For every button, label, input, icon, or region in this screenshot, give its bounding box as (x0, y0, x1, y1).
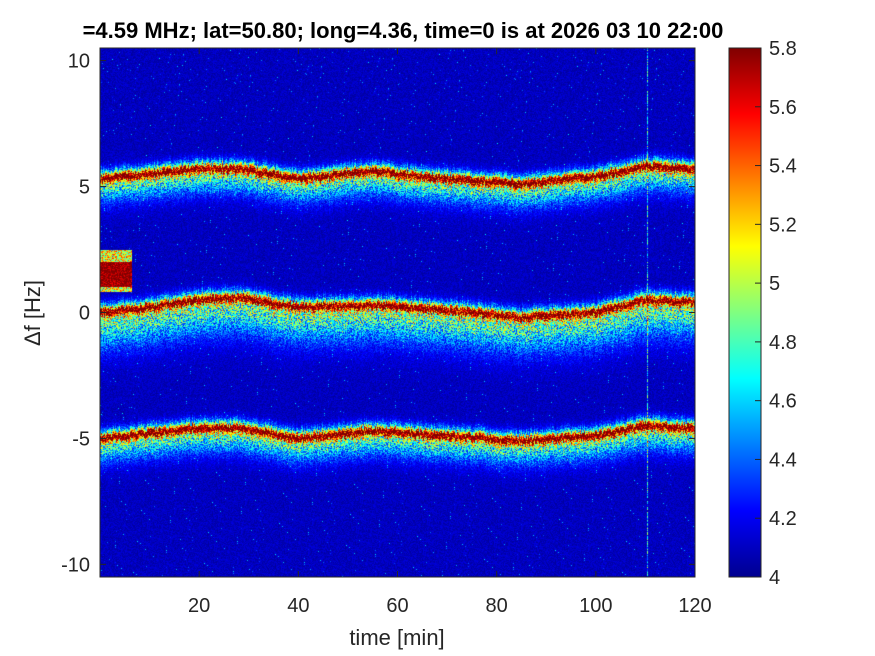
x-tick-label-0: 20 (188, 595, 210, 617)
y-tick-label-3: -5 (72, 428, 90, 450)
colorbar-gradient (728, 47, 762, 578)
colorbar-tick-label-1: 5.6 (769, 97, 797, 119)
x-tick-label-1: 40 (287, 595, 309, 617)
chart-title: =4.59 MHz; lat=50.80; long=4.36, time=0 … (83, 18, 724, 43)
y-tick-label-0: 10 (68, 51, 90, 73)
x-axis-ticks: 20 40 60 80 100 120 (188, 48, 712, 617)
colorbar-tick-label-4: 5 (769, 273, 780, 295)
colorbar-tick-label-6: 4.6 (769, 391, 797, 413)
colorbar-ticks: 5.8 5.6 5.4 5.2 5 4.8 4.6 4.4 4.2 4 (755, 38, 797, 589)
y-tick-label-1: 5 (79, 177, 90, 199)
y-tick-label-2: 0 (79, 303, 90, 325)
colorbar-tick-label-8: 4.2 (769, 508, 797, 530)
x-tick-label-3: 80 (486, 595, 508, 617)
x-tick-label-2: 60 (386, 595, 408, 617)
y-axis-label: Δf [Hz] (20, 280, 45, 346)
x-axis-label: time [min] (349, 625, 444, 650)
colorbar-tick-label-9: 4 (769, 567, 780, 589)
x-tick-label-4: 100 (579, 595, 612, 617)
colorbar-tick-label-3: 5.2 (769, 214, 797, 236)
colorbar-tick-label-5: 4.8 (769, 332, 797, 354)
y-axis-ticks: 10 5 0 -5 -10 (61, 51, 695, 576)
spectrogram-image (100, 48, 695, 577)
y-tick-label-4: -10 (61, 554, 90, 576)
colorbar-tick-label-0: 5.8 (769, 38, 797, 60)
colorbar-tick-label-7: 4.4 (769, 449, 797, 471)
colorbar: 5.8 5.6 5.4 5.2 5 4.8 4.6 4.4 4.2 4 (728, 38, 797, 589)
plot-area (99, 47, 696, 578)
colorbar-tick-label-2: 5.4 (769, 156, 797, 178)
x-tick-label-5: 120 (678, 595, 711, 617)
